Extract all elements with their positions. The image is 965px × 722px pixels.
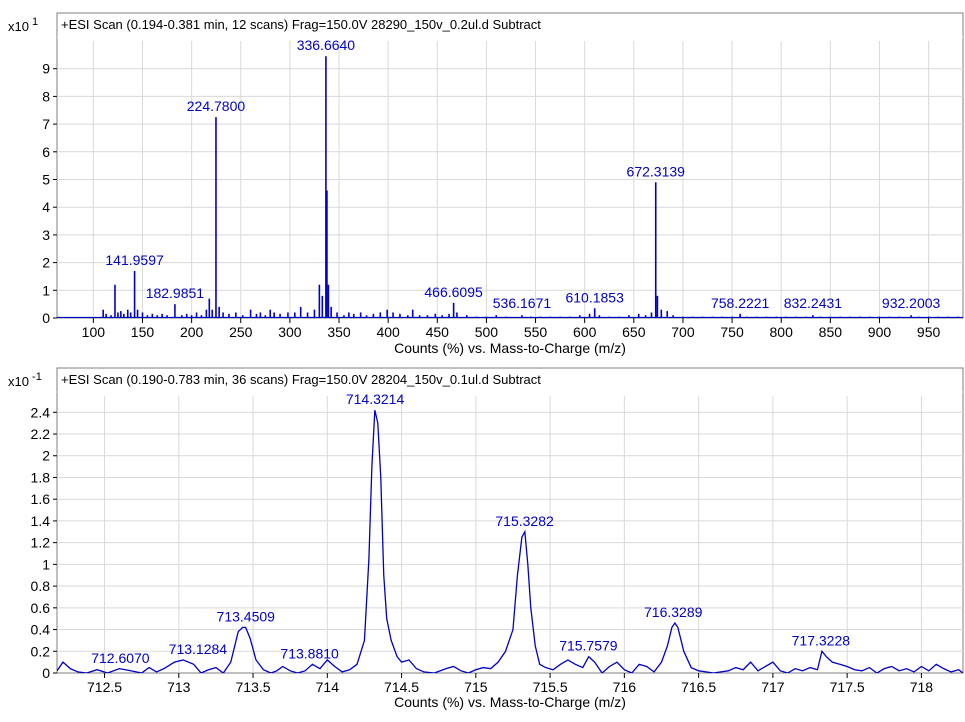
x-tick-label: 250 — [229, 324, 253, 340]
peak-label: 336.6640 — [297, 37, 356, 53]
peak-label: 672.3139 — [627, 163, 686, 179]
y-tick-label: 0.6 — [31, 600, 51, 616]
plot-frame — [56, 12, 964, 319]
y-multiplier-base: x10 — [8, 19, 29, 34]
peak-label: 182.9851 — [146, 285, 205, 301]
x-tick-label: 600 — [573, 324, 597, 340]
y-tick-label: 9 — [42, 61, 50, 77]
x-tick-label: 500 — [475, 324, 499, 340]
peak-label: 832.2431 — [784, 295, 843, 311]
x-tick-label: 714.5 — [384, 679, 419, 695]
x-tick-label: 713.5 — [236, 679, 271, 695]
peak-label: 713.8810 — [280, 645, 339, 661]
y-tick-label: 0 — [42, 665, 50, 681]
y-tick-label: 2.4 — [31, 404, 51, 420]
chart-panel-1: +ESI Scan (0.194-0.381 min, 12 scans) Fr… — [8, 12, 964, 356]
chart-title: +ESI Scan (0.190-0.783 min, 36 scans) Fr… — [61, 372, 541, 387]
x-tick-label: 715.5 — [533, 679, 568, 695]
x-tick-label: 800 — [770, 324, 794, 340]
y-tick-label: 1.8 — [31, 469, 51, 485]
series-group — [57, 409, 963, 673]
y-tick-label: 4 — [42, 199, 50, 215]
y-tick-label: 0.2 — [31, 643, 51, 659]
x-tick-label: 400 — [376, 324, 400, 340]
x-tick-label: 900 — [868, 324, 892, 340]
x-tick-label: 716 — [613, 679, 637, 695]
y-tick-label: 5 — [42, 172, 50, 188]
x-tick-label: 716.5 — [681, 679, 716, 695]
peak-label: 716.3289 — [644, 604, 703, 620]
y-tick-label: 0 — [42, 310, 50, 326]
chart-panel-2: +ESI Scan (0.190-0.783 min, 36 scans) Fr… — [8, 367, 964, 710]
chart-title: +ESI Scan (0.194-0.381 min, 12 scans) Fr… — [61, 17, 541, 32]
spectrum-line — [57, 409, 963, 673]
x-tick-label: 712.5 — [87, 679, 122, 695]
peak-label: 714.3214 — [346, 391, 405, 407]
y-multiplier-exponent: 1 — [29, 16, 38, 28]
y-tick-label: 2 — [42, 255, 50, 271]
y-tick-label: 2 — [42, 448, 50, 464]
x-tick-label: 750 — [720, 324, 744, 340]
y-tick-label: 6 — [42, 144, 50, 160]
peak-label: 610.1853 — [565, 289, 624, 305]
peak-label: 224.7800 — [187, 98, 246, 114]
x-tick-label: 450 — [426, 324, 450, 340]
x-axis-label: Counts (%) vs. Mass-to-Charge (m/z) — [394, 694, 626, 710]
x-tick-label: 717 — [761, 679, 785, 695]
y-multiplier-exponent: -1 — [29, 371, 42, 383]
y-multiplier: x10 1 — [8, 16, 38, 34]
x-tick-label: 950 — [917, 324, 941, 340]
peak-label: 536.1671 — [493, 295, 552, 311]
x-tick-label: 713 — [167, 679, 191, 695]
peak-label: 715.3282 — [495, 513, 554, 529]
series-group — [57, 56, 963, 318]
x-tick-label: 150 — [131, 324, 155, 340]
peak-label: 715.7579 — [559, 638, 618, 654]
y-tick-label: 1 — [42, 556, 50, 572]
peak-label: 932.2003 — [882, 295, 941, 311]
y-tick-label: 0.8 — [31, 578, 51, 594]
y-tick-label: 0.4 — [31, 622, 51, 638]
x-tick-label: 700 — [671, 324, 695, 340]
y-tick-label: 1.6 — [31, 491, 51, 507]
peak-label: 466.6095 — [424, 284, 483, 300]
x-tick-label: 350 — [327, 324, 351, 340]
y-tick-label: 7 — [42, 116, 50, 132]
y-multiplier: x10 -1 — [8, 371, 42, 389]
x-tick-label: 550 — [524, 324, 548, 340]
x-axis-label: Counts (%) vs. Mass-to-Charge (m/z) — [394, 340, 626, 356]
x-tick-label: 100 — [82, 324, 106, 340]
x-tick-label: 715 — [464, 679, 488, 695]
y-multiplier-base: x10 — [8, 374, 29, 389]
x-tick-label: 718 — [910, 679, 934, 695]
y-tick-label: 8 — [42, 88, 50, 104]
x-tick-label: 300 — [278, 324, 302, 340]
y-tick-label: 1.4 — [31, 513, 51, 529]
peak-label: 713.4509 — [217, 608, 276, 624]
peak-label: 758.2221 — [711, 295, 770, 311]
y-tick-label: 1 — [42, 282, 50, 298]
y-tick-label: 3 — [42, 227, 50, 243]
x-tick-label: 714 — [316, 679, 340, 695]
x-tick-label: 717.5 — [830, 679, 865, 695]
peak-label: 713.1284 — [169, 641, 228, 657]
x-tick-label: 200 — [180, 324, 204, 340]
peak-label: 712.6070 — [91, 650, 150, 666]
peak-label: 717.3228 — [792, 632, 851, 648]
x-tick-label: 650 — [622, 324, 646, 340]
x-tick-label: 850 — [819, 324, 843, 340]
y-tick-label: 2.2 — [31, 426, 51, 442]
y-tick-label: 1.2 — [31, 535, 51, 551]
peak-label: 141.9597 — [105, 252, 164, 268]
